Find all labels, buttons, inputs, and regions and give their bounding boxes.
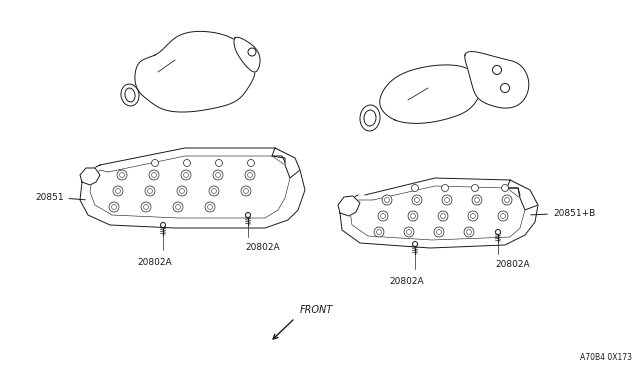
- Circle shape: [500, 214, 506, 218]
- Circle shape: [149, 170, 159, 180]
- Circle shape: [413, 241, 417, 247]
- Polygon shape: [340, 178, 538, 248]
- Circle shape: [179, 189, 184, 193]
- Circle shape: [184, 160, 191, 167]
- Circle shape: [472, 195, 482, 205]
- Ellipse shape: [125, 88, 135, 102]
- Text: 20802A: 20802A: [246, 243, 280, 252]
- Circle shape: [248, 173, 253, 177]
- Circle shape: [173, 202, 183, 212]
- Circle shape: [385, 198, 390, 202]
- Circle shape: [434, 227, 444, 237]
- Circle shape: [502, 185, 509, 192]
- Polygon shape: [350, 186, 525, 240]
- Circle shape: [442, 185, 449, 192]
- Polygon shape: [507, 180, 538, 210]
- Polygon shape: [80, 148, 305, 228]
- Circle shape: [111, 205, 116, 209]
- Circle shape: [438, 211, 448, 221]
- Circle shape: [248, 160, 255, 167]
- Circle shape: [498, 211, 508, 221]
- Ellipse shape: [360, 105, 380, 131]
- Text: 20802A: 20802A: [138, 258, 172, 267]
- Circle shape: [445, 198, 449, 202]
- Polygon shape: [234, 37, 260, 72]
- Circle shape: [175, 205, 180, 209]
- Circle shape: [141, 202, 151, 212]
- Circle shape: [152, 173, 157, 177]
- Circle shape: [161, 222, 166, 228]
- Text: A70B4 0X173: A70B4 0X173: [580, 353, 632, 362]
- Circle shape: [245, 170, 255, 180]
- Circle shape: [440, 214, 445, 218]
- Polygon shape: [135, 31, 255, 112]
- Polygon shape: [80, 168, 100, 185]
- Polygon shape: [272, 148, 300, 178]
- Circle shape: [213, 170, 223, 180]
- Circle shape: [502, 195, 512, 205]
- Text: 20851: 20851: [35, 192, 85, 202]
- Circle shape: [113, 186, 123, 196]
- Polygon shape: [338, 196, 360, 216]
- Text: 20802A: 20802A: [390, 277, 424, 286]
- Circle shape: [374, 227, 384, 237]
- Circle shape: [246, 212, 250, 218]
- Circle shape: [216, 173, 221, 177]
- Circle shape: [504, 198, 509, 202]
- Circle shape: [205, 202, 215, 212]
- Text: 20802A: 20802A: [496, 260, 531, 269]
- Circle shape: [211, 189, 216, 193]
- Circle shape: [436, 230, 442, 234]
- Circle shape: [442, 195, 452, 205]
- Circle shape: [500, 83, 509, 93]
- Circle shape: [404, 227, 414, 237]
- Circle shape: [474, 198, 479, 202]
- Circle shape: [470, 214, 476, 218]
- Circle shape: [147, 189, 152, 193]
- Circle shape: [143, 205, 148, 209]
- Circle shape: [493, 65, 502, 74]
- Circle shape: [376, 230, 381, 234]
- Circle shape: [248, 48, 256, 56]
- Circle shape: [378, 211, 388, 221]
- Circle shape: [145, 186, 155, 196]
- Circle shape: [177, 186, 187, 196]
- Circle shape: [181, 170, 191, 180]
- Polygon shape: [465, 52, 529, 108]
- Circle shape: [472, 185, 479, 192]
- Circle shape: [464, 227, 474, 237]
- Circle shape: [412, 185, 419, 192]
- Circle shape: [207, 205, 212, 209]
- Circle shape: [209, 186, 219, 196]
- Polygon shape: [380, 65, 481, 124]
- Circle shape: [415, 198, 419, 202]
- Circle shape: [216, 160, 223, 167]
- Circle shape: [109, 202, 119, 212]
- Circle shape: [243, 189, 248, 193]
- Ellipse shape: [121, 84, 139, 106]
- Circle shape: [467, 230, 472, 234]
- Text: FRONT: FRONT: [300, 305, 333, 315]
- Circle shape: [115, 189, 120, 193]
- Polygon shape: [90, 156, 290, 218]
- Circle shape: [120, 173, 125, 177]
- Circle shape: [241, 186, 251, 196]
- Circle shape: [495, 230, 500, 234]
- Ellipse shape: [364, 110, 376, 126]
- Circle shape: [408, 211, 418, 221]
- Circle shape: [382, 195, 392, 205]
- Text: 20851+B: 20851+B: [531, 208, 595, 218]
- Circle shape: [184, 173, 189, 177]
- Circle shape: [412, 195, 422, 205]
- Circle shape: [406, 230, 412, 234]
- Circle shape: [117, 170, 127, 180]
- Circle shape: [410, 214, 415, 218]
- Circle shape: [468, 211, 478, 221]
- Circle shape: [381, 214, 385, 218]
- Circle shape: [152, 160, 159, 167]
